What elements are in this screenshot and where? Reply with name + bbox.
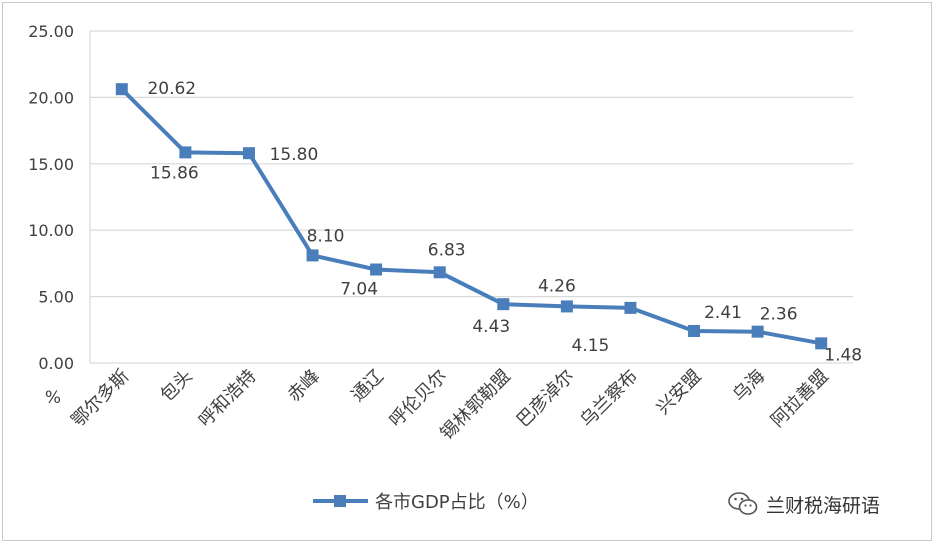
data-label: 1.48 — [824, 345, 862, 365]
y-tick-label: 15.00 — [28, 155, 74, 174]
y-tick-label: 25.00 — [28, 22, 74, 41]
legend: 各市GDP占比（%） — [313, 492, 539, 513]
data-point-marker — [115, 83, 128, 96]
data-point-marker — [560, 300, 573, 313]
x-tick-label: 兴安盟 — [653, 366, 706, 419]
data-point-marker — [433, 266, 446, 279]
y-tick-label: 0.00 — [38, 354, 74, 373]
y-tick-label: 5.00 — [38, 288, 74, 307]
data-label: 7.04 — [340, 280, 378, 300]
data-point-marker — [497, 298, 510, 311]
x-tick-label: 呼伦贝尔 — [385, 366, 451, 432]
data-points — [115, 83, 828, 350]
data-point-marker — [370, 263, 383, 276]
x-tick-label: 阿拉善盟 — [767, 366, 833, 432]
data-label: 20.62 — [147, 79, 196, 99]
x-tick-label: 乌海 — [729, 366, 769, 406]
x-tick-label: 乌兰察布 — [576, 366, 642, 432]
legend-label: 各市GDP占比（%） — [375, 492, 539, 513]
data-label: 6.83 — [428, 240, 466, 260]
x-tick-label: 通辽 — [347, 366, 387, 406]
data-labels: 20.62 15.86 15.80 8.10 7.04 6.83 4.43 4.26 4.15 2… — [147, 79, 862, 365]
data-label: 15.86 — [150, 163, 199, 183]
y-axis-ticks: 0.00 5.00 10.00 15.00 20.00 25.00 — [28, 22, 74, 373]
gridlines — [89, 30, 853, 364]
data-label: 8.10 — [307, 226, 345, 246]
x-tick-label: 呼和浩特 — [195, 366, 261, 432]
data-label: 4.15 — [572, 336, 610, 356]
data-label: 4.26 — [538, 276, 576, 296]
y-axis-label: % — [45, 388, 61, 408]
data-point-marker — [179, 146, 192, 159]
data-label: 2.36 — [760, 305, 798, 325]
data-point-marker — [815, 337, 828, 350]
x-tick-label: 巴彦淖尔 — [513, 366, 579, 432]
data-point-marker — [306, 249, 319, 262]
data-label: 4.43 — [472, 317, 510, 337]
data-point-marker — [624, 301, 637, 314]
y-tick-label: 10.00 — [28, 221, 74, 240]
y-tick-label: 20.00 — [28, 88, 74, 107]
watermark-text: 兰财税海研语 — [766, 494, 881, 517]
watermark: 兰财税海研语 — [728, 490, 880, 518]
x-tick-label: 包头 — [157, 366, 197, 406]
x-tick-label: 赤峰 — [284, 366, 324, 406]
series-line — [120, 87, 822, 346]
data-label: 2.41 — [704, 303, 742, 323]
data-point-marker — [751, 325, 764, 338]
data-point-marker — [242, 147, 255, 160]
legend-marker — [334, 495, 346, 507]
wechat-icon — [728, 492, 758, 515]
data-point-marker — [688, 324, 701, 337]
x-tick-label: 鄂尔多斯 — [68, 366, 134, 432]
data-label: 15.80 — [270, 145, 319, 165]
